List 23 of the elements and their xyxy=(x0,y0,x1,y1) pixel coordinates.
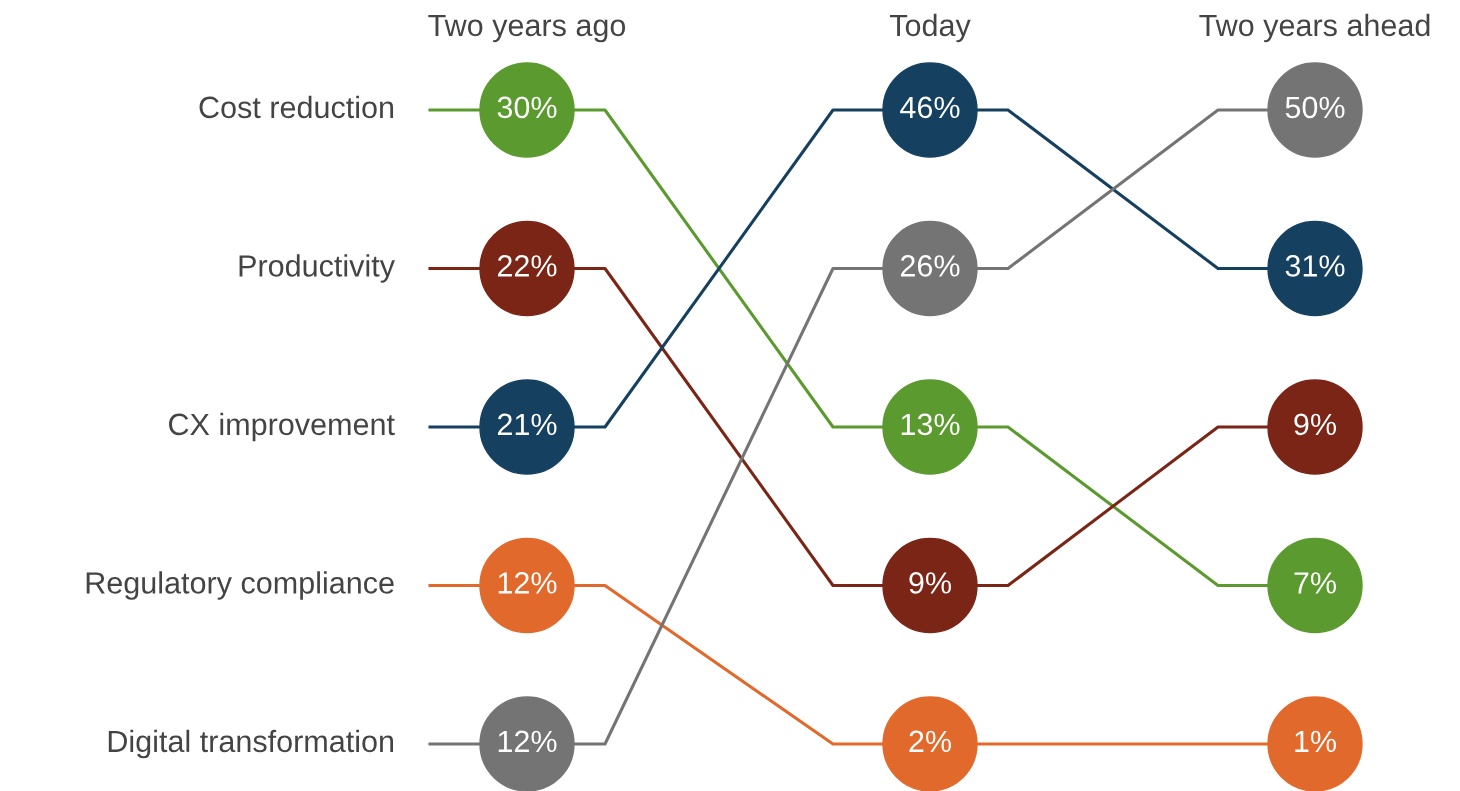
data-label: 9% xyxy=(909,572,951,594)
data-label: 26% xyxy=(900,255,960,277)
category-label: Two years ahead xyxy=(1199,13,1430,43)
data-label: 21% xyxy=(497,413,557,436)
text: Digital transformation xyxy=(108,729,394,759)
data-label: 13% xyxy=(901,413,960,436)
text: Regulatory compliance xyxy=(86,571,394,600)
data-label: 7% xyxy=(1294,572,1336,594)
data-label: 50% xyxy=(1285,96,1345,119)
data-label: 46% xyxy=(900,96,960,119)
category-label: Two years ago xyxy=(428,14,626,43)
data-label: 12% xyxy=(498,572,557,594)
data-label: 31% xyxy=(1285,255,1345,277)
text: Productivity xyxy=(239,254,395,283)
data-label: 2% xyxy=(909,730,951,753)
data-label: 9% xyxy=(1294,413,1336,436)
data-label: 22% xyxy=(497,255,557,277)
text: CX improvement xyxy=(169,412,395,442)
data-label: 1% xyxy=(1295,730,1336,753)
data-label: 30% xyxy=(497,96,557,119)
category-label: Today xyxy=(889,13,971,43)
text: Cost reduction xyxy=(199,95,394,119)
data-label: 12% xyxy=(498,730,557,753)
